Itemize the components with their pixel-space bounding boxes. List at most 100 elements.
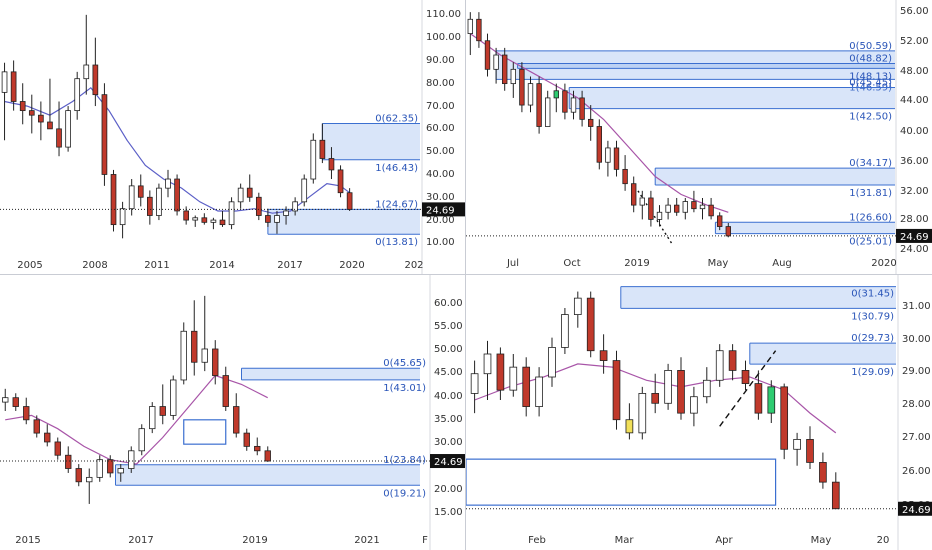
y-tick-label: 15.00: [434, 507, 463, 518]
candle-body: [74, 78, 81, 112]
candle-body: [201, 217, 208, 223]
candle-body: [86, 476, 93, 483]
candle-body: [470, 373, 479, 394]
x-tick-label: 2008: [82, 260, 107, 271]
fib-label: 0(29.73): [851, 333, 894, 344]
last-price-tag: [430, 454, 465, 469]
candle-body: [656, 211, 663, 220]
candle-body: [147, 196, 153, 216]
candle-body: [625, 419, 634, 434]
y-tick-label: 28.00: [900, 214, 929, 225]
candle-body: [682, 201, 688, 213]
candle-body: [19, 101, 26, 112]
fib-zone: [569, 87, 895, 109]
x-tick-label: 2020: [339, 260, 364, 271]
candle-body: [613, 147, 620, 170]
candle-body: [605, 147, 611, 163]
candle-body: [588, 118, 594, 127]
candle-body: [691, 201, 697, 210]
candle-body: [128, 450, 135, 469]
candle-body: [228, 201, 235, 226]
y-tick-label: 40.00: [426, 169, 455, 180]
last-price-label: 24.69: [900, 232, 929, 243]
candle-body: [75, 468, 82, 483]
vertical-divider[interactable]: [465, 0, 466, 550]
horizontal-divider[interactable]: [0, 274, 932, 275]
fib-label: 1(46.43): [375, 163, 418, 174]
candle-body: [509, 366, 518, 391]
candle-body: [535, 376, 543, 407]
fib-label: 1(43.01): [383, 383, 426, 394]
y-tick-label: 110.00: [426, 9, 461, 20]
candle-body: [806, 439, 814, 463]
candle-body: [573, 297, 582, 315]
candle-body: [596, 126, 602, 163]
fib-label: 1(23.84): [383, 455, 426, 466]
daily-2019-chart-panel[interactable]: 31.0030.0029.0028.0027.0026.0025.00FebMa…: [466, 275, 932, 550]
candle-body: [12, 397, 19, 407]
candle-body: [476, 18, 482, 42]
candle-body: [33, 419, 40, 434]
candle-body: [562, 90, 568, 113]
candle-body: [38, 114, 44, 123]
daily-2018-chart-panel[interactable]: 56.00 52.00 48.00 44.00 40.00 36.00 32.00 28.00…: [466, 0, 932, 274]
y-tick-label: 48.00: [900, 66, 929, 77]
fib-label: 0(13.81): [375, 237, 418, 248]
candle-body: [484, 40, 491, 70]
x-tick-label: 2005: [17, 260, 42, 271]
candle-body: [677, 370, 685, 414]
y-tick-label: 20.00: [434, 484, 463, 495]
candle-body: [274, 215, 280, 223]
candle-body: [10, 71, 17, 102]
fib-label: 1(26.60): [849, 212, 892, 223]
candle-body: [519, 68, 525, 106]
fib-label: 1(42.50): [849, 112, 892, 123]
x-tick-label: 2017: [128, 535, 153, 546]
candle-body: [174, 178, 180, 212]
y-tick-label: 26.00: [902, 466, 931, 477]
y-tick-label: 80.00: [426, 78, 455, 89]
candle-body: [819, 462, 827, 483]
candle-body: [54, 441, 61, 456]
candle-body: [728, 350, 737, 371]
candle-body: [767, 386, 776, 414]
candle-body: [255, 196, 262, 216]
last-price-tag: [896, 228, 932, 243]
x-tick-label: Mar: [615, 535, 635, 546]
y-tick-label: 40.00: [900, 126, 929, 137]
candle-body: [2, 397, 9, 403]
candle-body: [648, 197, 654, 220]
y-tick-label: 28.00: [902, 399, 931, 410]
candle-body: [536, 83, 542, 127]
y-tick-label: 100.00: [426, 32, 461, 43]
candle-body: [128, 185, 135, 210]
monthly-chart-panel[interactable]: 110.00 100.00 90.00 80.00 70.00 60.00 50.00 40.…: [0, 0, 465, 274]
candle-body: [138, 428, 145, 452]
y-tick-label: 29.00: [902, 366, 931, 377]
fib-label: 0(50.59): [849, 41, 892, 52]
candle-body: [545, 97, 551, 127]
x-tick-label: 2019: [624, 258, 649, 269]
candle-body: [28, 110, 35, 116]
candle-body: [301, 178, 308, 203]
fib-zone: [517, 63, 895, 69]
weekly-chart-panel[interactable]: 60.0055.0050.0045.0040.0035.0030.0025.00…: [0, 275, 465, 550]
candle-body: [553, 90, 559, 99]
candle-body: [292, 201, 298, 212]
candle-body: [47, 121, 53, 130]
candle-body: [92, 64, 99, 96]
fib-label: 0(31.45): [851, 289, 894, 300]
candle-body: [337, 169, 344, 194]
candle-body: [586, 297, 595, 352]
candle-body: [222, 375, 229, 407]
fib-label: 1(31.81): [849, 188, 892, 199]
candle-body: [690, 396, 698, 414]
x-tick-label: 202: [404, 260, 423, 271]
y-tick-label: 52.00: [900, 36, 929, 47]
candle-body: [1, 71, 8, 93]
y-tick-label: 30.00: [434, 437, 463, 448]
outline-box: [466, 458, 777, 506]
candle-body: [233, 406, 240, 434]
candle-body: [254, 445, 261, 452]
candle-body: [44, 432, 51, 443]
